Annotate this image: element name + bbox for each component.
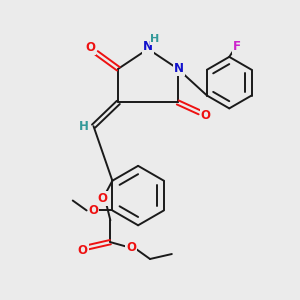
Text: O: O (98, 192, 107, 205)
Text: N: N (174, 62, 184, 75)
Text: H: H (150, 34, 160, 44)
Text: F: F (233, 40, 241, 53)
Text: O: O (126, 241, 136, 254)
Text: O: O (78, 244, 88, 256)
Text: O: O (200, 109, 211, 122)
Text: H: H (79, 120, 88, 133)
Text: O: O (85, 41, 96, 55)
Text: O: O (88, 204, 98, 217)
Text: N: N (143, 40, 153, 53)
